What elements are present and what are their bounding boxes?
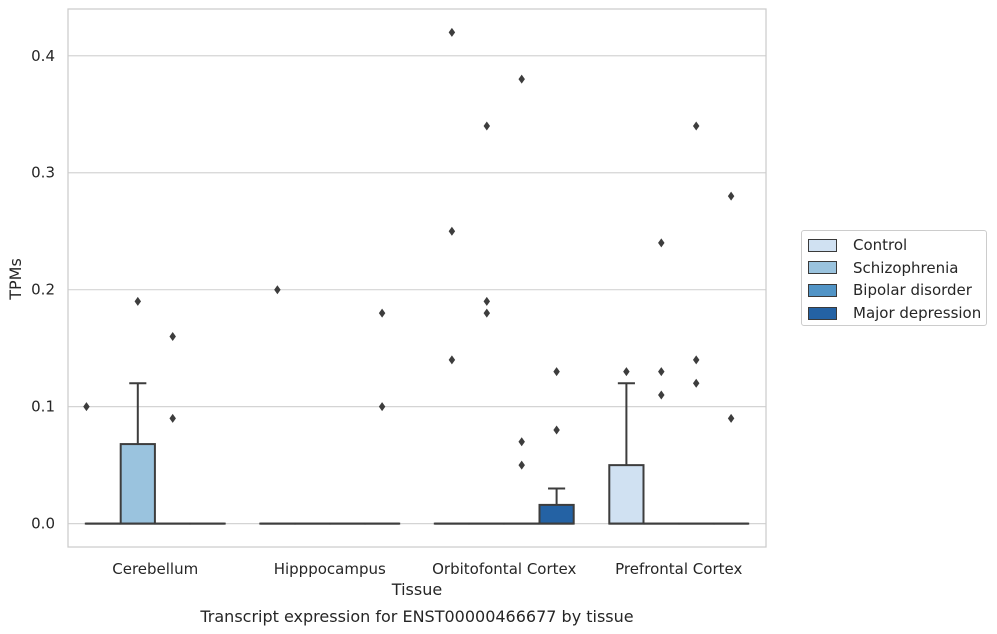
x-tick-labels: Cerebellum Hipppocampus Orbitofontal Corte… — [112, 560, 742, 578]
outlier-point — [692, 121, 700, 131]
legend-item: Schizophrenia — [808, 257, 986, 280]
box-glyph — [433, 27, 471, 525]
outlier-point — [483, 121, 491, 131]
outlier-point — [553, 425, 560, 435]
y-tick-label: 0.3 — [31, 164, 55, 182]
outlier-point — [727, 413, 735, 423]
legend-label: Control — [853, 236, 908, 255]
y-tick-label: 0.4 — [31, 47, 55, 65]
outlier-point — [658, 367, 665, 377]
legend-item: Control — [808, 234, 986, 257]
x-tick-label: Orbitofontal Cortex — [432, 560, 576, 578]
box-glyphs — [83, 27, 750, 525]
legend-swatch — [808, 306, 837, 320]
box-glyph — [154, 331, 191, 525]
y-tick-labels: 0.0 0.1 0.2 0.3 0.4 — [31, 47, 55, 533]
outlier-point — [623, 367, 630, 377]
box-glyph — [538, 367, 575, 525]
gridlines — [68, 55, 766, 525]
legend-item: Bipolar disorder — [808, 279, 986, 302]
legend-swatch — [808, 238, 837, 252]
outlier-point — [658, 390, 665, 400]
y-tick-label: 0.0 — [31, 515, 55, 533]
box-glyph — [119, 296, 156, 525]
legend-swatch — [808, 283, 837, 297]
outlier-point — [483, 296, 491, 306]
outlier-point — [483, 308, 491, 318]
box-body — [608, 464, 645, 525]
outlier-point — [692, 378, 700, 388]
outlier-point — [378, 402, 386, 412]
box-glyph — [678, 121, 715, 525]
outlier-point — [448, 226, 456, 236]
x-tick-label: Hipppocampus — [274, 560, 386, 578]
outlier-point — [169, 331, 176, 341]
outlier-point — [518, 74, 525, 84]
chart-title: Transcript expression for ENST0000046667… — [199, 607, 633, 626]
outlier-point — [692, 355, 700, 365]
y-tick-label: 0.2 — [31, 281, 55, 299]
outlier-point — [169, 413, 176, 423]
x-axis-label: Tissue — [391, 580, 442, 599]
plot-frame — [67, 8, 767, 548]
legend-label: Schizophrenia — [853, 258, 959, 277]
outlier-point — [83, 402, 90, 412]
legend-label: Major depression — [853, 304, 982, 323]
outlier-point — [658, 238, 665, 248]
box-glyph — [363, 308, 401, 525]
legend-swatch — [808, 261, 837, 275]
x-tick-label: Cerebellum — [112, 560, 198, 578]
outlier-point — [553, 367, 560, 377]
outlier-point — [274, 285, 281, 295]
outlier-point — [378, 308, 386, 318]
outlier-point — [727, 191, 735, 201]
box-glyph — [503, 74, 540, 525]
legend-label: Bipolar disorder — [853, 281, 972, 300]
box-glyph — [643, 238, 680, 525]
box-glyph — [608, 367, 645, 525]
box-glyph — [712, 191, 750, 525]
y-tick-label: 0.1 — [31, 398, 55, 416]
box-body — [119, 443, 156, 525]
outlier-point — [448, 355, 456, 365]
outlier-point — [448, 27, 456, 37]
legend: Control Schizophrenia Bipolar disorder Majo… — [801, 230, 987, 326]
x-tick-label: Prefrontal Cortex — [615, 560, 742, 578]
y-axis-label: TPMs — [6, 258, 25, 301]
outlier-point — [134, 296, 142, 306]
legend-item: Major depression — [808, 302, 986, 325]
outlier-point — [518, 460, 525, 470]
box-body — [538, 503, 575, 525]
box-glyph — [259, 285, 296, 525]
box-glyph — [468, 121, 505, 525]
outlier-point — [518, 437, 525, 447]
